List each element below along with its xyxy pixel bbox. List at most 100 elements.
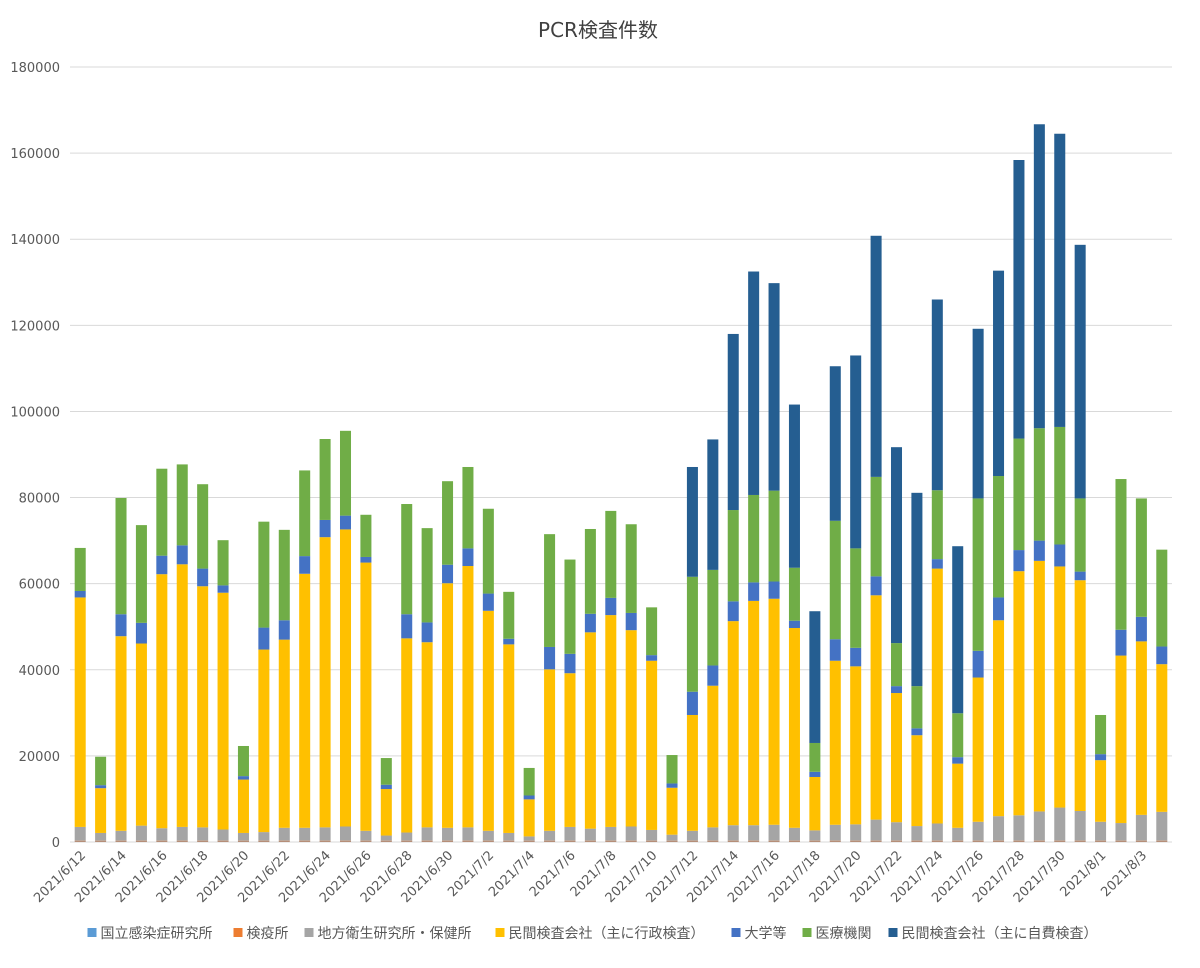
bar-stack [156, 468, 168, 842]
bar-stack [278, 529, 290, 842]
bar-segment [482, 593, 494, 611]
bar-segment [401, 614, 413, 639]
bar-segment [605, 840, 617, 842]
bar-segment [197, 586, 209, 828]
bar-segment [339, 840, 352, 842]
bar-segment [625, 840, 637, 842]
bar-segment [768, 283, 780, 491]
gridlines [70, 66, 1172, 843]
bar-segment [1033, 540, 1045, 561]
legend-label: 医療機関 [816, 925, 872, 942]
bar-segment [1135, 814, 1147, 841]
y-tick-label: 40000 [19, 664, 60, 679]
bar-segment [625, 612, 637, 631]
bar-stack [625, 524, 637, 842]
bar-segment [584, 632, 596, 829]
bar-segment [686, 840, 698, 842]
bar-segment [258, 832, 270, 841]
bar-segment [727, 825, 739, 841]
bar-segment [401, 840, 413, 842]
legend-label: 国立感染症研究所 [101, 925, 213, 942]
bar-segment [319, 519, 331, 538]
bar-segment [686, 714, 698, 831]
bar-segment [707, 685, 719, 828]
bar-segment [584, 840, 596, 842]
bar-segment [339, 826, 352, 841]
bar-segment [319, 827, 331, 841]
bar-segment [1156, 646, 1168, 665]
bar-segment [360, 556, 372, 563]
bar-segment [380, 758, 392, 785]
bar-segment [890, 840, 903, 842]
bar-segment [482, 508, 494, 594]
bar-segment [115, 614, 127, 637]
bar-segment [911, 492, 923, 687]
bar-segment [1074, 580, 1086, 811]
bar-segment [176, 840, 188, 842]
y-tick-label: 120000 [10, 319, 60, 334]
bar-segment [217, 829, 229, 841]
bar-segment [74, 840, 86, 842]
bar-segment [788, 404, 800, 568]
bar-segment [993, 816, 1005, 841]
bar-segment [442, 840, 454, 842]
bar-segment [686, 576, 698, 692]
bar-segment [319, 537, 331, 828]
bar-segment [870, 235, 882, 477]
bar-segment [952, 546, 964, 714]
bar-stack [237, 745, 249, 842]
bar-stack [829, 366, 841, 842]
bar-segment [1115, 655, 1127, 824]
bar-segment [564, 653, 576, 674]
bar-segment [605, 510, 617, 598]
bar-segment [911, 840, 923, 842]
bar-segment [319, 840, 331, 842]
bar-segment [482, 610, 494, 831]
bar-segment [870, 476, 882, 577]
legend-label: 大学等 [745, 925, 787, 942]
bar-segment [605, 826, 617, 841]
bar-segment [237, 776, 249, 780]
bar-segment [952, 757, 964, 764]
bar-segment [748, 271, 760, 495]
bar-segment [1095, 840, 1107, 842]
bar-segment [993, 840, 1005, 842]
bar-segment [748, 494, 760, 583]
bar-segment [850, 647, 862, 667]
bar-segment [503, 591, 515, 639]
legend-label: 民間検査会社（主に行政検査） [509, 926, 705, 942]
bar-segment [1033, 560, 1045, 812]
legend-swatch [888, 928, 898, 937]
bar-segment [544, 669, 556, 831]
bar-segment [1135, 840, 1147, 842]
bar-segment [952, 827, 964, 841]
bar-segment [707, 665, 719, 686]
legend-swatch [495, 928, 505, 937]
bar-segment [421, 827, 433, 841]
bar-segment [788, 567, 800, 621]
bar-segment [1156, 549, 1168, 647]
bar-segment [299, 470, 311, 557]
bar-segment [584, 828, 596, 841]
legend-swatch [304, 928, 314, 937]
bar-segment [1054, 840, 1066, 842]
bar-segment [156, 828, 168, 841]
bar-segment [768, 490, 780, 582]
y-tick-label: 180000 [10, 61, 60, 76]
legend-item: 民間検査会社（主に自費検査） [888, 926, 1098, 942]
bar-segment [360, 514, 372, 557]
bar-segment [95, 832, 107, 841]
bar-segment [1074, 571, 1086, 581]
bar-segment [748, 582, 760, 601]
bar-segment [360, 840, 372, 842]
bar-segment [727, 840, 739, 842]
bar-segment [890, 643, 903, 687]
bar-segment [1135, 641, 1147, 815]
bar-segment [462, 466, 474, 549]
bar-segment [401, 832, 413, 841]
bar-segment [809, 840, 821, 842]
bar-segment [523, 840, 535, 842]
bars [74, 124, 1168, 842]
bar-segment [972, 821, 984, 841]
bar-segment [1135, 616, 1147, 642]
